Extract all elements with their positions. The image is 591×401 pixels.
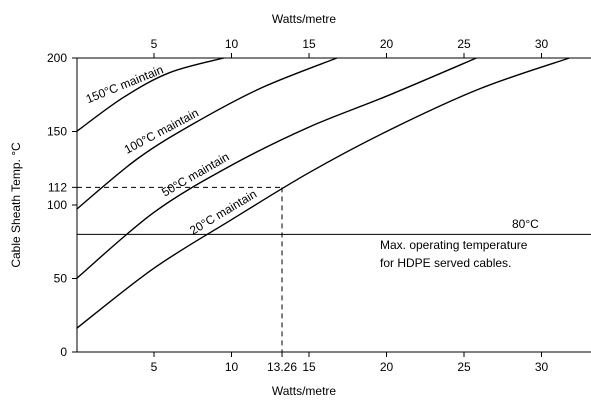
- bottom-x-tick-label: 5: [151, 360, 158, 374]
- reference-line-label: 80°C: [512, 217, 539, 231]
- reference-note-line-2: for HDPE served cables.: [380, 256, 511, 270]
- y-tick-label: 200: [47, 51, 67, 65]
- bottom-x-tick-label: 10: [225, 360, 239, 374]
- top-x-tick-label: 30: [535, 37, 549, 51]
- top-x-tick-label: 15: [302, 37, 316, 51]
- y-tick-label: 100: [47, 198, 67, 212]
- y-tick-label: 150: [47, 125, 67, 139]
- curve-label-100c-maintain: 100°C maintain: [122, 106, 201, 157]
- y-axis-title: Cable Sheath Temp. °C: [9, 142, 23, 268]
- reference-note-line-1: Max. operating temperature: [380, 238, 528, 252]
- curve-150c-maintain: [76, 57, 224, 133]
- bottom-x-tick-label: 30: [535, 360, 549, 374]
- bottom-x-axis-title: Watts/metre: [272, 384, 337, 398]
- curve-100c-maintain: [76, 57, 338, 210]
- y-tick-label: 50: [54, 272, 68, 286]
- top-x-tick-label: 5: [151, 37, 158, 51]
- y-tick-label: 0: [60, 345, 67, 359]
- top-x-tick-label: 20: [380, 37, 394, 51]
- bottom-x-tick-label: 25: [457, 360, 471, 374]
- y-tick-label: 112: [48, 180, 67, 194]
- top-x-axis-title: Watts/metre: [272, 12, 337, 26]
- marker-x-label: 13.26: [267, 360, 297, 374]
- top-x-tick-label: 25: [457, 37, 471, 51]
- curve-label-20c-maintain: 20°C maintain: [187, 187, 259, 238]
- curve-50c-maintain: [76, 57, 477, 280]
- bottom-x-tick-label: 20: [380, 360, 394, 374]
- bottom-x-tick-label: 15: [302, 360, 316, 374]
- curve-label-50c-maintain: 50°C maintain: [159, 150, 231, 200]
- curve-label-150c-maintain: 150°C maintain: [84, 62, 165, 106]
- top-x-tick-label: 10: [225, 37, 239, 51]
- curve-20c-maintain: [76, 57, 570, 330]
